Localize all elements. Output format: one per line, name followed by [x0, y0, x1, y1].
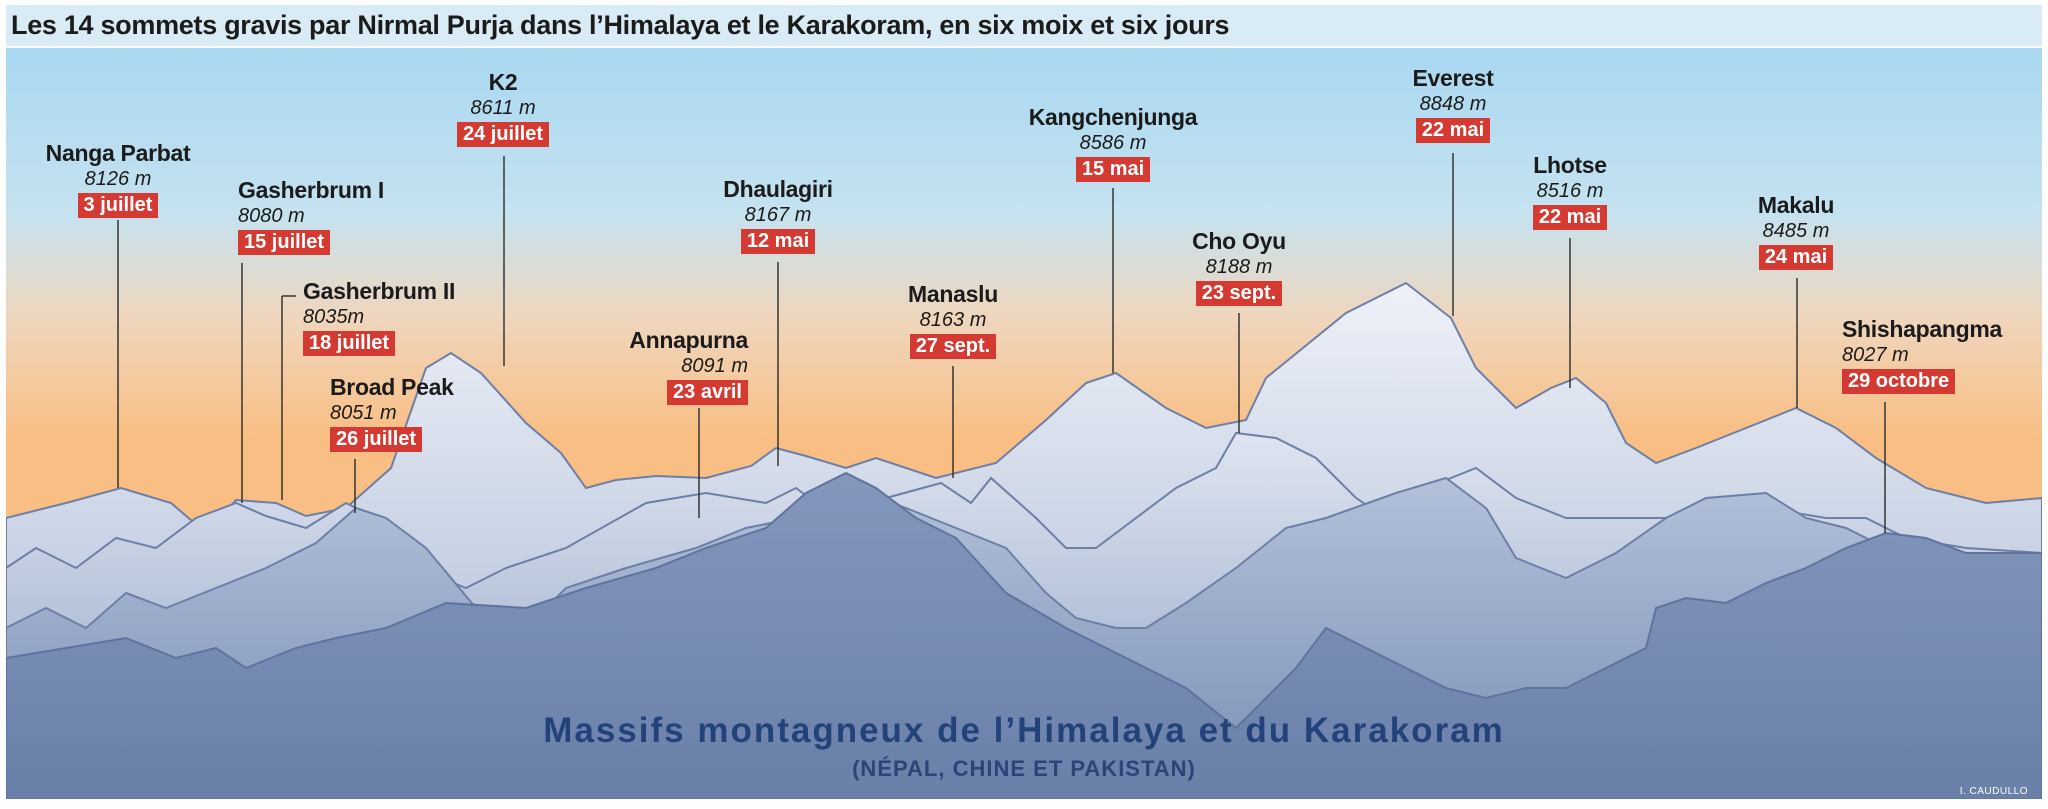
peak-manaslu: Manaslu 8163 m 27 sept.: [896, 281, 1010, 359]
peak-name: Broad Peak: [330, 374, 454, 400]
peak-altitude: 8051 m: [330, 402, 397, 424]
peak-altitude: 8586 m: [1079, 132, 1147, 154]
peak-broad-peak: Broad Peak 8051 m 26 juillet: [330, 374, 454, 452]
peak-altitude: 8848 m: [1419, 93, 1487, 115]
peak-date-badge: 22 mai: [1415, 118, 1491, 143]
title-bar: Les 14 sommets gravis par Nirmal Purja d…: [6, 5, 2042, 46]
peak-altitude: 8126 m: [84, 168, 152, 190]
peak-name: Nanga Parbat: [45, 140, 191, 166]
caption-subtitle: (NÉPAL, CHINE ET PAKISTAN): [852, 756, 1196, 781]
peak-altitude: 8091 m: [681, 355, 748, 377]
peak-name: Dhaulagiri: [723, 176, 833, 202]
peak-shishapangma: Shishapangma 8027 m 29 octobre: [1842, 316, 2002, 394]
peak-dhaulagiri: Dhaulagiri 8167 m 12 mai: [718, 176, 838, 254]
peak-date-badge: 23 avril: [667, 380, 748, 405]
peak-date-badge: 29 octobre: [1842, 369, 1956, 394]
peak-date-badge: 15 juillet: [238, 230, 331, 255]
peak-altitude: 8167 m: [744, 204, 812, 226]
peak-date-badge: 27 sept.: [909, 334, 997, 359]
peak-date-badge: 24 juillet: [456, 122, 550, 147]
peak-name: Kangchenjunga: [1028, 104, 1198, 130]
peak-everest: Everest 8848 m 22 mai: [1396, 65, 1510, 143]
peak-gasherbrum-ii: Gasherbrum II 8035m 18 juillet: [303, 278, 455, 356]
peak-annapurna: Annapurna 8091 m 23 avril: [618, 327, 748, 405]
peak-altitude: 8080 m: [238, 205, 305, 227]
peak-name: Gasherbrum I: [238, 177, 384, 203]
mountain-illustration: [6, 48, 2042, 799]
peak-k2: K2 8611 m 24 juillet: [446, 69, 560, 147]
peak-gasherbrum-i: Gasherbrum I 8080 m 15 juillet: [238, 177, 384, 255]
peak-kangchenjunga: Kangchenjunga 8586 m 15 mai: [1023, 104, 1203, 182]
peak-name: Everest: [1412, 65, 1494, 91]
peak-date-badge: 26 juillet: [330, 427, 423, 452]
peak-date-badge: 24 mai: [1758, 245, 1834, 270]
front-mountains: [6, 471, 2042, 799]
peak-name: K2: [488, 69, 518, 95]
leader-lines: [117, 153, 1886, 533]
peak-date-badge: 18 juillet: [303, 331, 396, 356]
peak-lhotse: Lhotse 8516 m 22 mai: [1520, 152, 1620, 230]
page-title: Les 14 sommets gravis par Nirmal Purja d…: [11, 10, 1230, 40]
peak-name: Manaslu: [908, 281, 998, 307]
peak-makalu: Makalu 8485 m 24 mai: [1741, 192, 1851, 270]
caption-title: Massifs montagneux de l’Himalaya et du K…: [543, 711, 1505, 750]
peak-altitude: 8516 m: [1536, 180, 1604, 202]
peak-name: Shishapangma: [1842, 316, 2002, 342]
peak-altitude: 8485 m: [1762, 220, 1830, 242]
peak-name: Lhotse: [1533, 152, 1607, 178]
peak-date-badge: 15 mai: [1075, 157, 1151, 182]
peak-altitude: 8035m: [303, 306, 365, 328]
mountain-scene: Nanga Parbat 8126 m 3 juillet Gasherbrum…: [6, 48, 2042, 799]
peak-altitude: 8611 m: [470, 97, 536, 119]
peak-date-badge: 3 juillet: [77, 193, 159, 218]
credit: I. CAUDULLO: [1959, 786, 2028, 797]
peak-altitude: 8188 m: [1205, 256, 1273, 278]
peak-date-badge: 23 sept.: [1195, 281, 1283, 306]
peak-name: Annapurna: [629, 327, 748, 353]
peak-date-badge: 12 mai: [740, 229, 816, 254]
peak-cho-oyu: Cho Oyu 8188 m 23 sept.: [1181, 228, 1297, 306]
peak-altitude: 8027 m: [1842, 344, 1909, 366]
peak-name: Gasherbrum II: [303, 278, 456, 304]
peak-name: Makalu: [1757, 192, 1835, 218]
peak-name: Cho Oyu: [1192, 228, 1286, 254]
peak-date-badge: 22 mai: [1532, 205, 1608, 230]
peak-altitude: 8163 m: [919, 309, 987, 331]
peak-nanga-parbat: Nanga Parbat 8126 m 3 juillet: [42, 140, 194, 218]
